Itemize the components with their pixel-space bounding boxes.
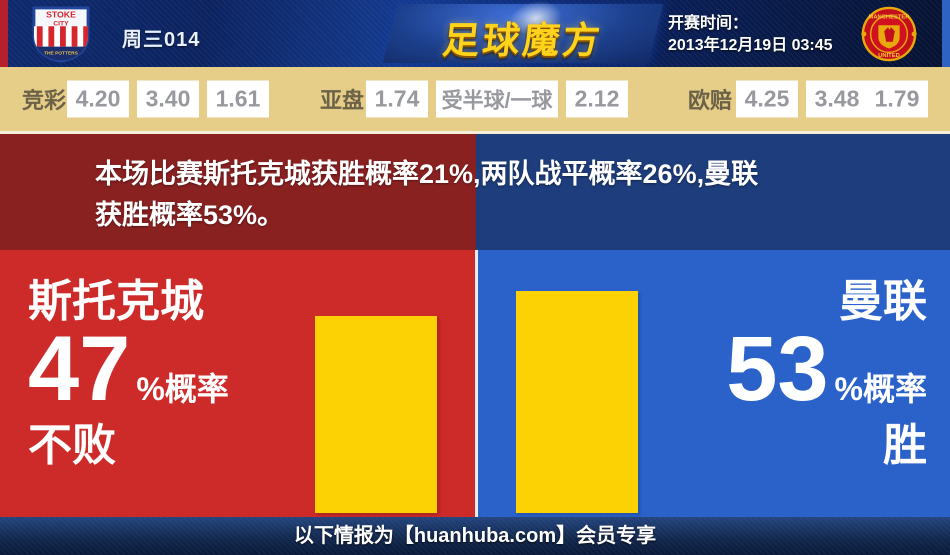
svg-text:MANCHESTER: MANCHESTER xyxy=(869,15,911,21)
home-team-name: 斯托克城 xyxy=(28,277,204,326)
jingcai-odds-draw: 3.40 xyxy=(137,80,199,118)
oupei-label: 欧赔 xyxy=(688,88,733,113)
home-outcome: 不败 xyxy=(28,421,116,470)
kickoff-time: 2013年12月19日 03:45 xyxy=(668,37,833,54)
jingcai-label: 竞彩 xyxy=(22,88,67,113)
home-team-badge-icon: STOKE CITY THE POTTERS xyxy=(28,5,94,68)
header: STOKE CITY THE POTTERS 周三014 足球魔方 开赛时间： … xyxy=(0,0,950,67)
svg-text:STOKE: STOKE xyxy=(46,10,76,20)
header-right-blue-stripe xyxy=(942,0,950,67)
footer-text: 以下情报为【huanhuba.com】会员专享 xyxy=(293,525,657,547)
summary-text: 本场比赛斯托克城获胜概率21%,两队战平概率26%,曼联 获胜概率53%。 xyxy=(95,154,758,236)
prediction-panels: 斯托克城 47 %概率 不败 曼联 53 %概率 胜 xyxy=(0,250,950,517)
home-percent-value: 47 xyxy=(28,318,131,420)
home-percent-suffix: %概率 xyxy=(136,371,229,407)
yapan-odds-home: 1.74 xyxy=(366,80,428,118)
svg-text:UNITED: UNITED xyxy=(878,53,900,59)
away-percent-row: 53 %概率 xyxy=(726,318,927,420)
away-percent-suffix: %概率 xyxy=(834,371,927,407)
away-team-name: 曼联 xyxy=(839,277,927,326)
yapan-label: 亚盘 xyxy=(320,88,365,113)
panel-divider xyxy=(475,250,478,517)
oupei-odds-draw: 3.48 xyxy=(806,80,868,118)
away-outcome: 胜 xyxy=(883,421,927,470)
away-team-badge-icon: MANCHESTER UNITED xyxy=(854,5,924,68)
summary-line-2: 获胜概率53%。 xyxy=(95,200,285,230)
kickoff-time-block: 开赛时间： 2013年12月19日 03:45 xyxy=(668,13,833,57)
home-probability-bar xyxy=(315,316,437,513)
summary-line-1: 本场比赛斯托克城获胜概率21%,两队战平概率26%,曼联 xyxy=(95,159,759,189)
yapan-odds-away: 2.12 xyxy=(566,80,628,118)
svg-text:THE POTTERS: THE POTTERS xyxy=(44,50,79,56)
yapan-handicap: 受半球/一球 xyxy=(436,80,558,118)
summary-banner-red-half xyxy=(0,134,476,250)
separator-line xyxy=(0,131,950,134)
away-panel: 曼联 53 %概率 胜 xyxy=(726,250,927,468)
site-logo[interactable]: 足球魔方 xyxy=(440,20,605,61)
oupei-odds-home: 4.25 xyxy=(736,80,798,118)
footer-bar: 以下情报为【huanhuba.com】会员专享 xyxy=(0,517,950,555)
kickoff-label: 开赛时间： xyxy=(668,15,749,32)
oupei-odds-away: 1.79 xyxy=(866,80,928,118)
svg-text:CITY: CITY xyxy=(53,20,69,27)
summary-banner-blue-half xyxy=(476,134,950,250)
jingcai-odds-home: 4.20 xyxy=(67,80,129,118)
away-probability-bar xyxy=(516,291,638,513)
home-panel: 斯托克城 47 %概率 不败 xyxy=(28,250,229,468)
match-code: 周三014 xyxy=(122,29,201,51)
summary-banner: 本场比赛斯托克城获胜概率21%,两队战平概率26%,曼联 获胜概率53%。 xyxy=(0,134,950,250)
home-percent-row: 47 %概率 xyxy=(28,318,229,420)
jingcai-odds-away: 1.61 xyxy=(207,80,269,118)
away-percent-value: 53 xyxy=(726,318,829,420)
header-left-red-stripe xyxy=(0,0,8,67)
odds-bar: 竞彩 4.20 3.40 1.61 亚盘 1.74 受半球/一球 2.12 欧赔… xyxy=(0,67,950,131)
